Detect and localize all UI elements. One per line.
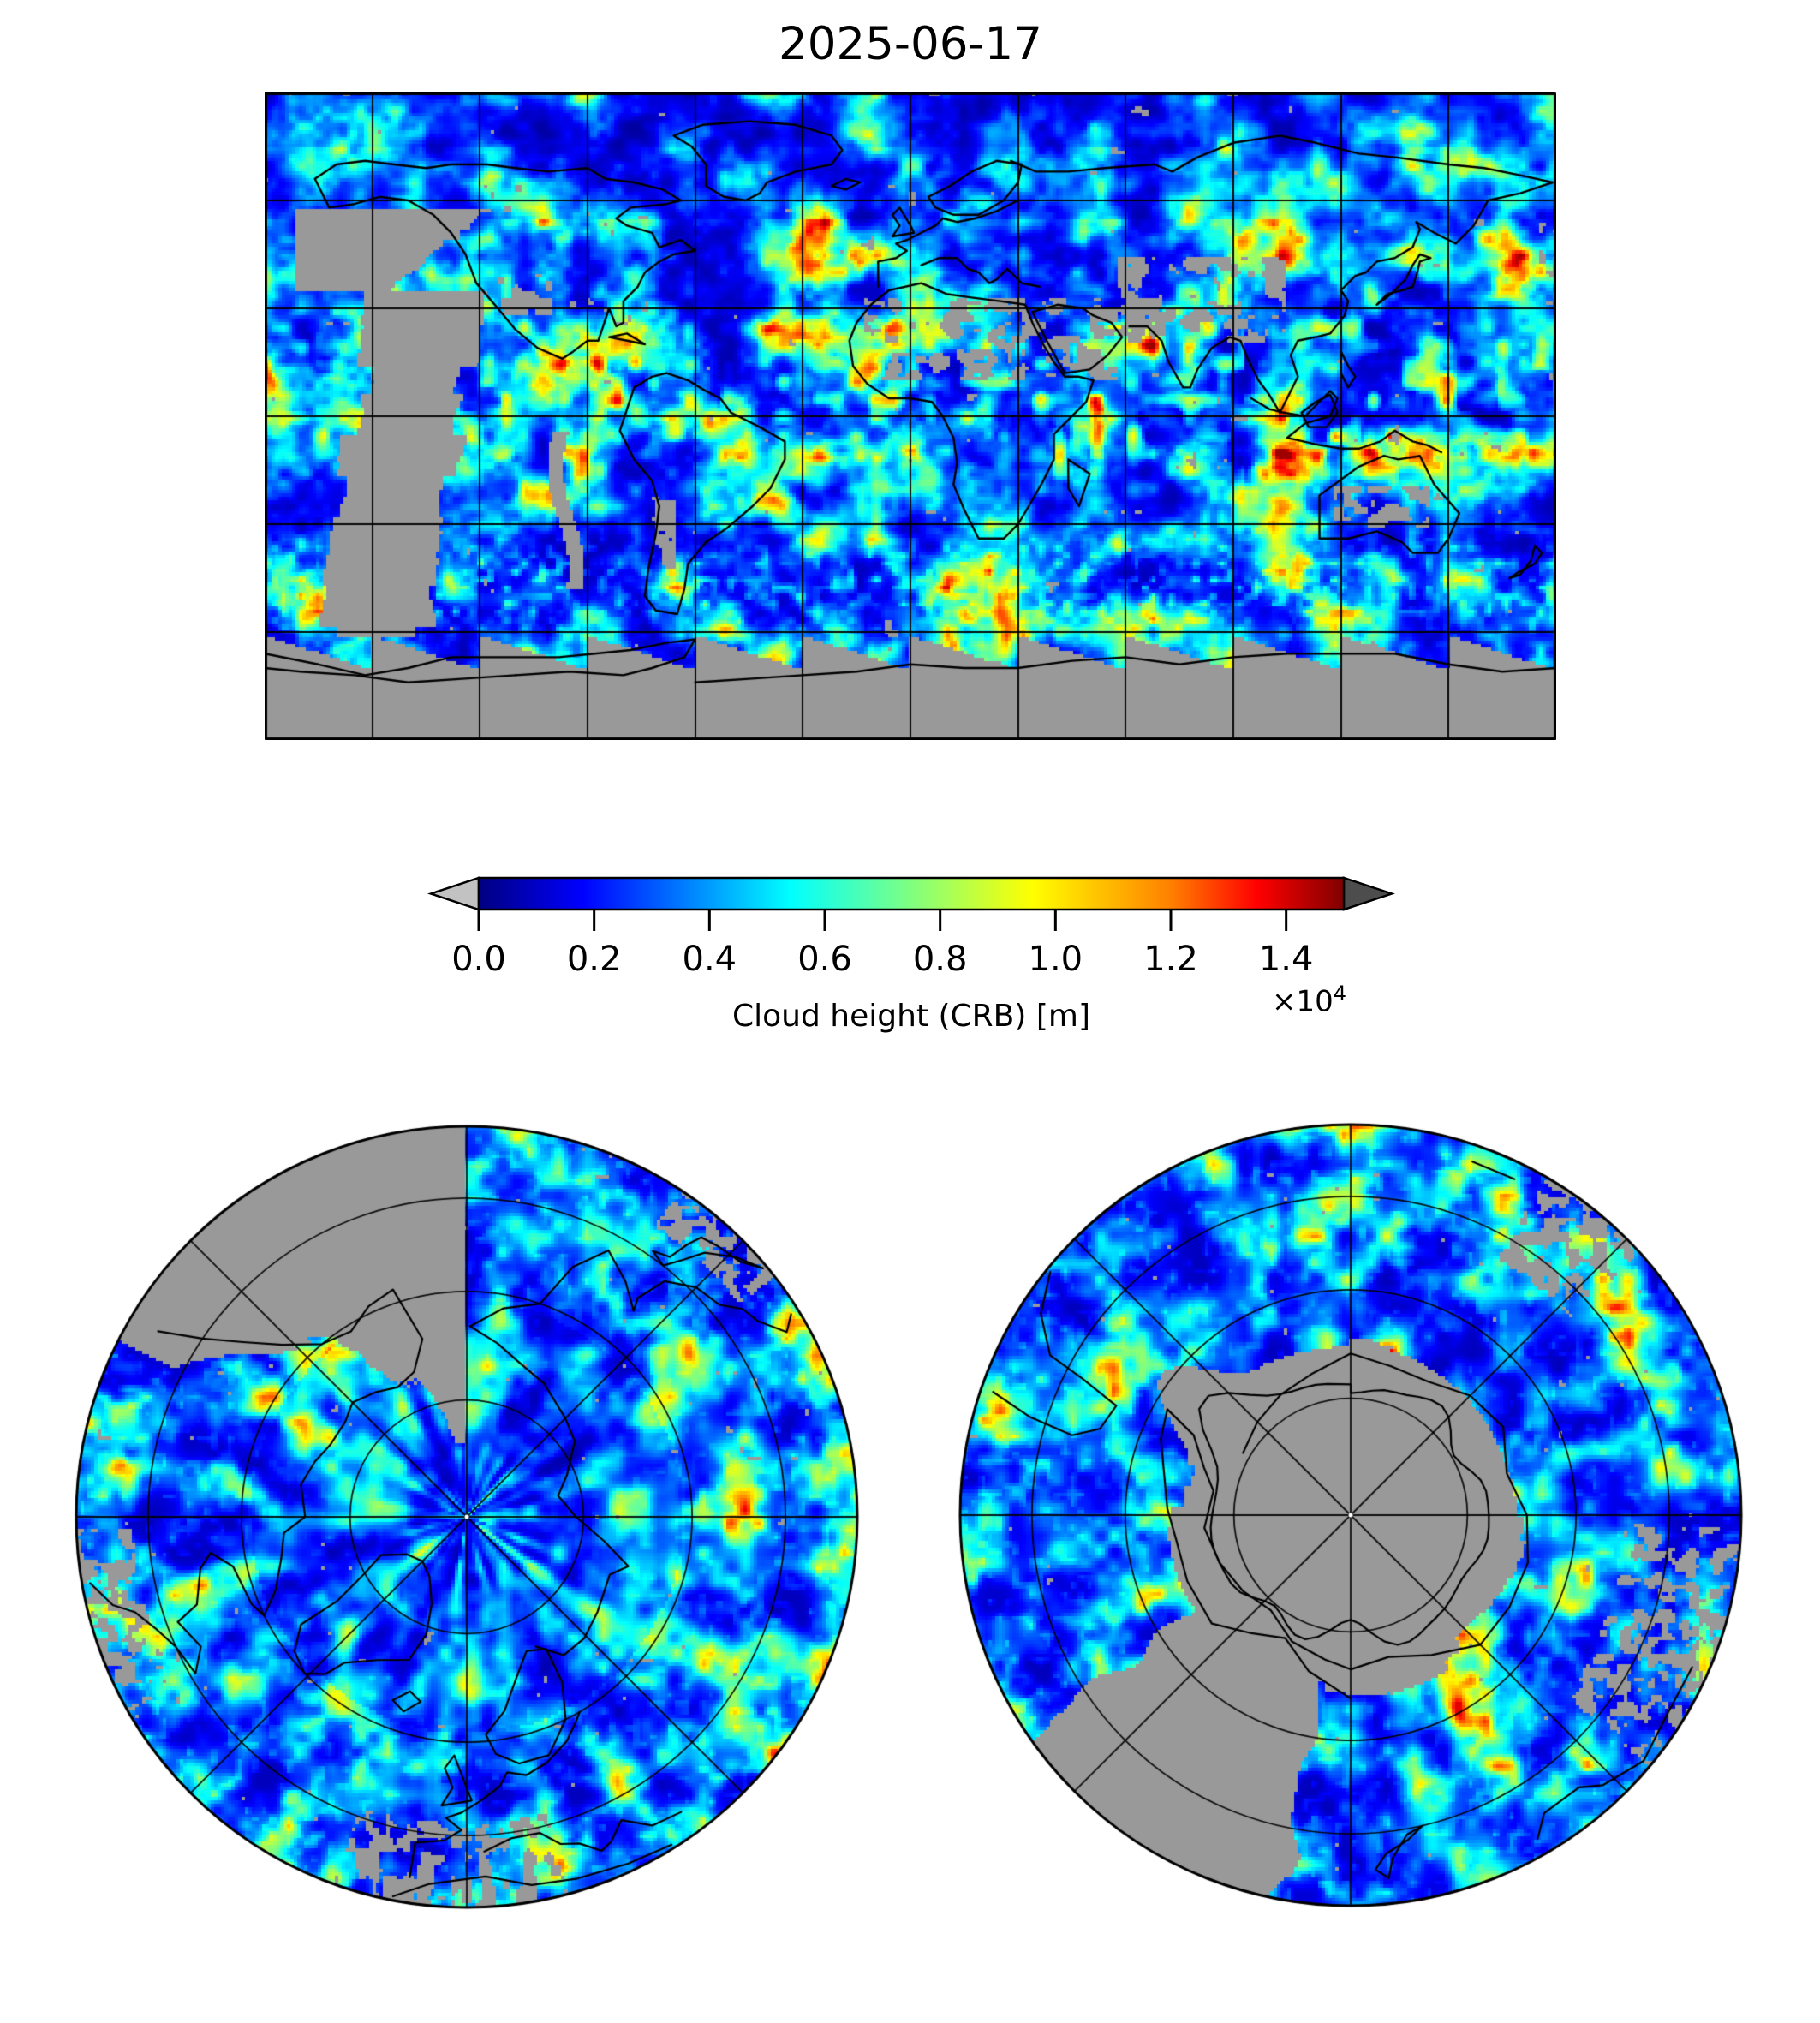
colorbar-tick-label: 1.4 — [1258, 940, 1314, 979]
colorbar — [427, 874, 1397, 938]
colorbar-tick-label: 0.2 — [566, 940, 622, 979]
north-polar-map-canvas — [74, 1124, 860, 1910]
global-map-canvas — [265, 92, 1556, 740]
colorbar-offset-text: ×104 — [1165, 982, 1346, 1018]
offset-exponent: 4 — [1333, 982, 1346, 1006]
colorbar-tick-labels: 0.0 0.2 0.4 0.6 0.8 1.0 1.2 1.4 — [0, 940, 1820, 983]
colorbar-tick-label: 0.0 — [451, 940, 506, 979]
colorbar-tick-label: 0.8 — [912, 940, 968, 979]
colorbar-tick-label: 0.6 — [797, 940, 852, 979]
south-polar-map-canvas — [958, 1122, 1744, 1908]
colorbar-tick-label: 1.2 — [1143, 940, 1198, 979]
colorbar-label: Cloud height (CRB) [m] — [731, 999, 1090, 1034]
colorbar-over-arrow — [1342, 876, 1395, 911]
colorbar-under-arrow — [427, 876, 480, 911]
colorbar-svg — [427, 876, 1395, 931]
offset-mantissa: ×10 — [1271, 984, 1334, 1019]
colorbar-tick-label: 0.4 — [682, 940, 737, 979]
colorbar-gradient-bar — [477, 876, 1346, 911]
figure-title: 2025-06-17 — [778, 18, 1042, 70]
colorbar-tick-label: 1.0 — [1028, 940, 1083, 979]
